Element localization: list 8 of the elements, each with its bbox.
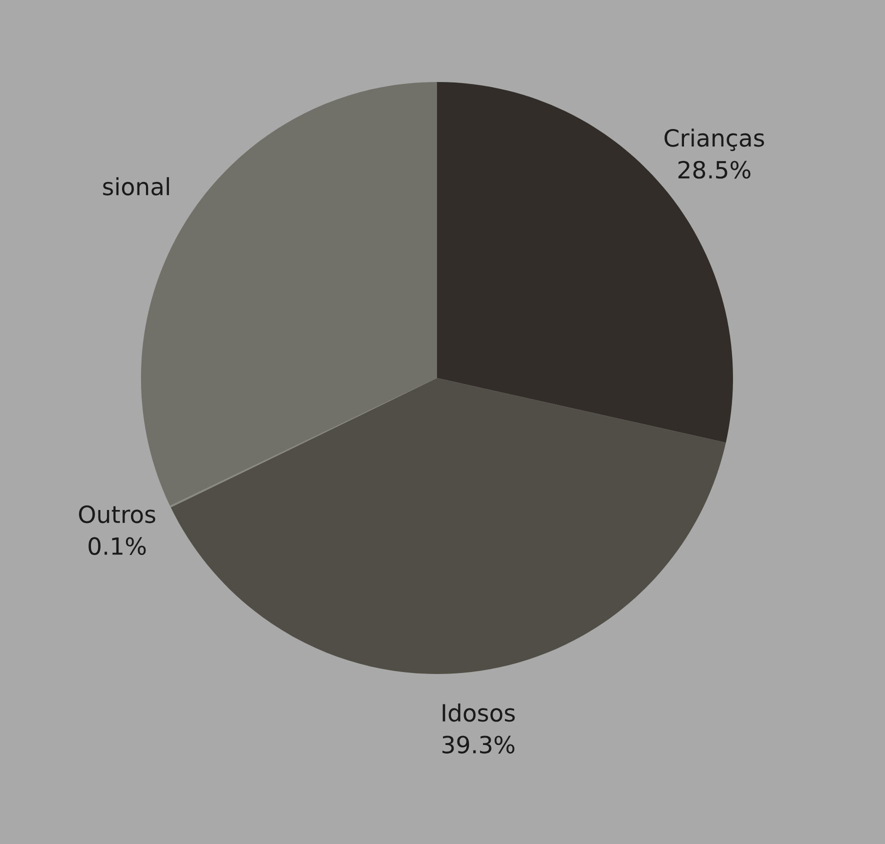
data-label: 39.3%	[442, 736, 514, 754]
slice-label: Idosos	[442, 703, 515, 722]
pie-slice	[170, 378, 726, 674]
slice-label: Crianças	[664, 128, 764, 152]
data-label: 0.1%	[88, 537, 146, 556]
slice-label: Outros	[79, 505, 156, 524]
data-label: 28.5%	[678, 160, 750, 179]
slice-label: sional	[103, 177, 169, 196]
